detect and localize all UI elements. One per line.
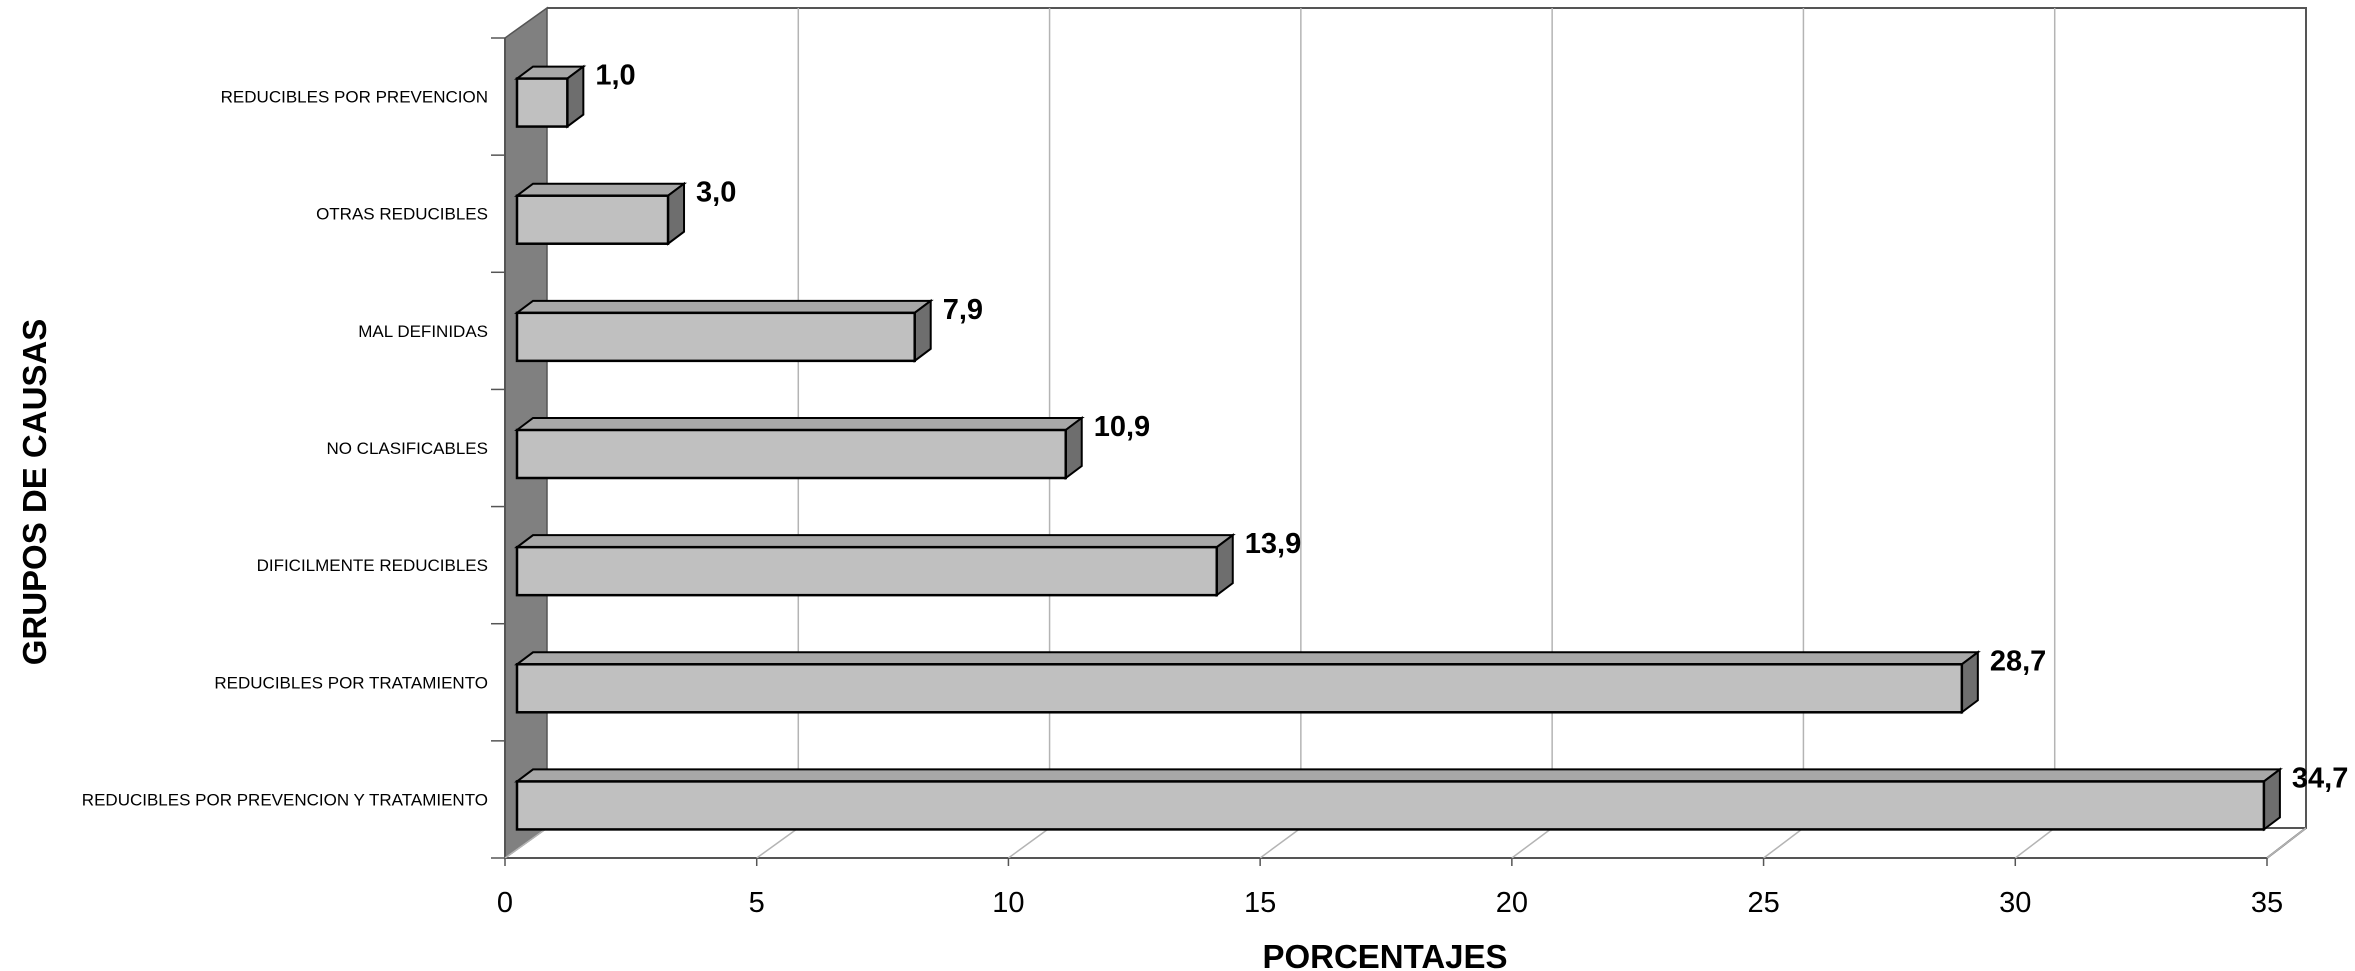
bar <box>514 767 2283 832</box>
floor-gridline <box>504 827 548 859</box>
floor-gridline <box>2266 827 2307 859</box>
bar <box>514 181 688 246</box>
floor-gridline <box>1259 827 1302 859</box>
y-axis-title: GRUPOS DE CAUSAS <box>16 319 53 666</box>
bar-top-face <box>514 651 1981 666</box>
bar-front-face <box>515 77 569 128</box>
category-label: REDUCIBLES POR PREVENCION <box>221 88 488 107</box>
bar-side-face <box>667 181 686 246</box>
x-tick-label: 20 <box>1496 887 1528 919</box>
category-label: OTRAS REDUCIBLES <box>316 205 488 224</box>
bar <box>514 533 1236 598</box>
bar <box>514 64 587 129</box>
data-label: 13,9 <box>1245 528 1301 560</box>
data-label: 28,7 <box>1990 645 2046 677</box>
bar-top-face <box>514 534 1236 549</box>
bar-front-face <box>515 545 1219 597</box>
category-label: MAL DEFINIDAS <box>358 322 488 341</box>
x-axis-title: PORCENTAJES <box>1262 938 1507 971</box>
bar-front-face <box>515 428 1067 480</box>
x-tick-label: 10 <box>992 887 1024 919</box>
bar-front-face <box>515 194 670 245</box>
data-label: 10,9 <box>1094 411 1150 443</box>
category-label: REDUCIBLES POR TRATAMIENTO <box>214 673 488 692</box>
bar <box>514 416 1085 480</box>
bar <box>514 298 934 363</box>
bars <box>514 64 2283 832</box>
bar-top-face <box>514 299 934 314</box>
floor-gridline <box>1007 827 1051 859</box>
data-label: 7,9 <box>943 294 983 326</box>
bar-front-face <box>515 311 916 363</box>
bar-side-face <box>2262 767 2281 832</box>
bar-top-face <box>514 182 688 197</box>
bar-side-face <box>913 298 932 363</box>
data-label: 3,0 <box>696 177 736 209</box>
bar-side-face <box>1960 650 1979 715</box>
x-tick-label: 25 <box>1747 887 1779 919</box>
x-tick-label: 35 <box>2251 887 2283 919</box>
x-tick-label: 0 <box>497 887 513 919</box>
bar-side-face <box>1064 416 1083 480</box>
floor-gridline <box>2014 827 2056 859</box>
data-label: 34,7 <box>2292 762 2348 794</box>
labels: 0 5 10 15 20 25 30 35 1,0 REDUCIBLES POR PREVENCI… <box>82 60 2349 919</box>
data-label: 1,0 <box>595 60 635 92</box>
bar-top-face <box>514 417 1085 431</box>
x-tick-label: 30 <box>1999 887 2031 919</box>
category-label: DIFICILMENTE REDUCIBLES <box>257 556 488 575</box>
x-tick-label: 5 <box>749 887 765 919</box>
x-tick-label: 15 <box>1244 887 1276 919</box>
bar-top-face <box>514 768 2283 783</box>
floor-gridline <box>1763 827 1804 859</box>
category-label: REDUCIBLES POR PREVENCION Y TRATAMIENTO <box>82 790 488 809</box>
bar-side-face <box>566 64 585 129</box>
floor-gridline <box>1511 827 1553 859</box>
bar-front-face <box>515 780 2266 831</box>
category-label: NO CLASIFICABLES <box>326 439 488 458</box>
floor-gridline <box>756 827 799 859</box>
bar-front-face <box>515 663 1964 714</box>
bar <box>514 650 1981 715</box>
bar-side-face <box>1215 533 1234 598</box>
